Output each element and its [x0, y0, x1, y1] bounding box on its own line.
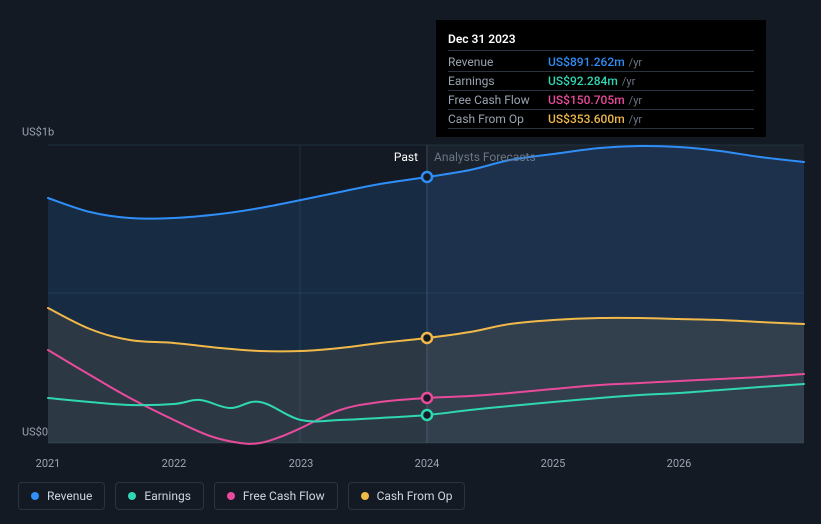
tooltip-row-unit: /yr [622, 75, 635, 88]
x-axis-label: 2022 [162, 457, 187, 470]
legend-item-revenue[interactable]: Revenue [18, 482, 105, 510]
tooltip-row: Free Cash FlowUS$150.705m/yr [448, 91, 754, 110]
y-axis-label: US$0 [22, 426, 48, 439]
tooltip-row-unit: /yr [629, 113, 642, 126]
x-axis-label: 2026 [667, 457, 692, 470]
x-axis-label: 2025 [541, 457, 566, 470]
tooltip-row: Cash From OpUS$353.600m/yr [448, 110, 754, 129]
legend-item-free-cash-flow[interactable]: Free Cash Flow [214, 482, 338, 510]
legend-item-label: Earnings [144, 489, 191, 503]
legend-item-earnings[interactable]: Earnings [115, 482, 204, 510]
financials-chart: Dec 31 2023 RevenueUS$891.262m/yrEarning… [0, 0, 821, 524]
tooltip-row-value: US$150.705m [548, 93, 625, 107]
legend-dot-icon [227, 492, 235, 500]
tooltip-row: EarningsUS$92.284m/yr [448, 72, 754, 91]
tooltip-row-unit: /yr [629, 56, 642, 69]
tooltip-row-unit: /yr [629, 94, 642, 107]
tooltip-date: Dec 31 2023 [448, 28, 754, 51]
x-axis-label: 2023 [289, 457, 314, 470]
legend-item-label: Free Cash Flow [243, 489, 325, 503]
x-axis-label: 2024 [415, 457, 440, 470]
legend-item-label: Cash From Op [377, 489, 453, 503]
legend-dot-icon [361, 492, 369, 500]
chart-tooltip: Dec 31 2023 RevenueUS$891.262m/yrEarning… [436, 20, 766, 137]
tooltip-row-label: Earnings [448, 74, 548, 88]
y-axis-label: US$1b [22, 126, 54, 139]
legend-dot-icon [128, 492, 136, 500]
legend-item-label: Revenue [47, 489, 92, 503]
legend-item-cash-from-op[interactable]: Cash From Op [348, 482, 466, 510]
chart-legend: Revenue Earnings Free Cash Flow Cash From O… [18, 482, 465, 510]
past-section-label: Past [394, 150, 418, 164]
forecast-section-label: Analysts Forecasts [434, 150, 536, 164]
tooltip-row-value: US$891.262m [548, 55, 625, 69]
tooltip-row-value: US$92.284m [548, 74, 618, 88]
x-axis-label: 2021 [36, 457, 61, 470]
tooltip-row-label: Revenue [448, 55, 548, 69]
tooltip-row-value: US$353.600m [548, 112, 625, 126]
tooltip-row: RevenueUS$891.262m/yr [448, 53, 754, 72]
legend-dot-icon [31, 492, 39, 500]
tooltip-row-label: Free Cash Flow [448, 93, 548, 107]
tooltip-row-label: Cash From Op [448, 112, 548, 126]
